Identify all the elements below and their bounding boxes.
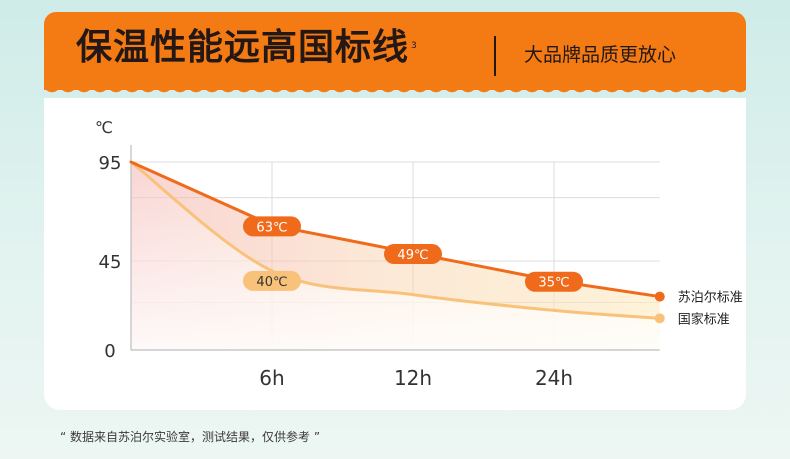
- y-tick-label: 95: [99, 153, 122, 174]
- data-label-pill: [525, 271, 583, 292]
- data-label-text: 49℃: [397, 248, 428, 263]
- banner-scallop-edge: [44, 84, 746, 100]
- x-tick-label: 6h: [259, 366, 284, 390]
- data-label-text: 35℃: [538, 276, 569, 291]
- series-end-point-supor: [654, 291, 665, 302]
- y-tick-label: 0: [104, 341, 115, 362]
- data-label-supor: 49℃: [384, 244, 442, 265]
- data-label-pill: [243, 216, 301, 237]
- page-title: 保温性能远高国标线 3: [76, 26, 418, 70]
- legend-label-supor: 苏泊尔标准: [678, 290, 743, 306]
- data-label-supor: 35℃: [525, 271, 583, 292]
- footnote-mark: 3: [411, 41, 418, 51]
- data-label-national: 40℃: [243, 270, 301, 291]
- y-tick-label: 45: [99, 252, 122, 273]
- footnote-text: “ 数据来自苏泊尔实验室，测试结果，仅供参考 ”: [60, 430, 321, 444]
- header-divider: [494, 36, 496, 76]
- y-axis-unit: ℃: [95, 118, 113, 137]
- series-line-national: [129, 160, 662, 320]
- legend-label-national: 国家标准: [678, 311, 730, 327]
- header-tagline: 大品牌品质更放心: [524, 44, 677, 66]
- data-label-supor: 63℃: [243, 216, 301, 237]
- data-labels: 63℃ 49℃ 35℃ 40℃: [243, 216, 583, 292]
- header-banner: [44, 12, 746, 90]
- x-tick-label: 12h: [394, 366, 432, 390]
- data-label-pill: [384, 244, 442, 265]
- data-label-text: 40℃: [256, 275, 287, 290]
- x-tick-label: 24h: [535, 366, 573, 390]
- data-label-pill: [243, 270, 301, 291]
- area-fade: [131, 162, 660, 350]
- title-text: 保温性能远高国标线: [76, 27, 410, 68]
- series-end-point-national: [654, 313, 665, 324]
- axes: ℃ 95 45 0 6h 12h 24h: [95, 118, 660, 390]
- data-label-text: 63℃: [256, 220, 287, 235]
